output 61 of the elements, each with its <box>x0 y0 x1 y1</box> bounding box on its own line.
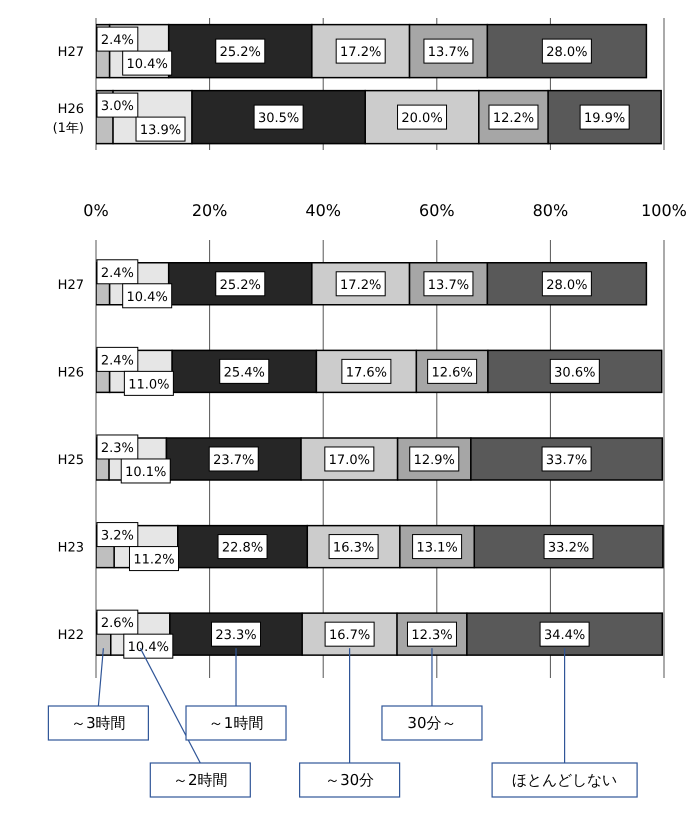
data-label: 30.6% <box>554 365 596 380</box>
data-label: 11.0% <box>128 377 170 392</box>
data-label: 16.3% <box>332 540 374 556</box>
data-label: 3.2% <box>100 528 134 544</box>
data-label: 17.0% <box>328 452 370 468</box>
data-label: 28.0% <box>546 278 588 293</box>
data-label: 25.4% <box>224 365 265 380</box>
y-tick-label: H27 <box>58 45 84 60</box>
data-label: 12.9% <box>414 452 455 468</box>
x-tick-label: 100% <box>641 201 686 220</box>
x-tick-label: 80% <box>532 201 568 220</box>
x-tick-label: 60% <box>419 201 455 220</box>
data-label: 2.3% <box>100 440 134 456</box>
data-label: 12.2% <box>492 111 534 126</box>
y-tick-label: H23 <box>58 540 84 556</box>
data-label: 34.4% <box>544 628 586 644</box>
data-label: 16.7% <box>328 628 370 644</box>
data-label: 3.0% <box>100 99 134 114</box>
data-label: 23.3% <box>215 628 257 644</box>
text: ～1時間 <box>208 714 264 732</box>
data-label: 2.6% <box>100 616 134 632</box>
data-label: 25.2% <box>220 278 261 293</box>
y-tick-label: H26 (1年) <box>52 102 84 136</box>
data-label: 23.7% <box>213 452 254 468</box>
data-label: 12.3% <box>411 628 453 644</box>
y-tick-label: H26 <box>58 365 84 380</box>
data-label: 13.7% <box>428 45 470 60</box>
data-label: 2.4% <box>100 353 134 368</box>
data-label: 13.7% <box>428 278 470 293</box>
data-label: 11.2% <box>133 552 175 568</box>
data-label: 28.0% <box>546 45 588 60</box>
text: 30分～ <box>407 714 457 732</box>
data-label: 12.6% <box>431 365 473 380</box>
data-label: 20.0% <box>401 111 443 126</box>
data-label: 13.9% <box>140 123 182 138</box>
x-tick-label: 20% <box>192 201 228 220</box>
data-label: 30.5% <box>258 111 300 126</box>
data-label: 33.2% <box>548 540 590 556</box>
data-label: 22.8% <box>222 540 264 556</box>
data-label: 33.7% <box>546 452 588 468</box>
y-tick-label: H25 <box>58 453 84 468</box>
data-label: 10.4% <box>128 640 169 656</box>
text: ほとんどしない <box>512 771 618 789</box>
data-label: 19.9% <box>584 111 626 126</box>
text: ～30分 <box>325 771 374 789</box>
text: ～2時間 <box>173 771 228 789</box>
data-label: 17.2% <box>340 45 382 60</box>
x-tick-label: 40% <box>305 201 341 220</box>
data-label: 25.2% <box>220 45 261 60</box>
data-label: 17.2% <box>340 278 382 293</box>
x-tick-label: 0% <box>83 201 109 220</box>
data-label: 13.1% <box>416 540 458 556</box>
data-label: 2.4% <box>100 33 134 48</box>
y-tick-label: H27 <box>58 278 84 293</box>
data-label: 17.6% <box>346 365 388 380</box>
data-label: 10.1% <box>125 464 166 480</box>
data-label: 10.4% <box>126 290 168 305</box>
y-tick-label: H22 <box>58 628 84 644</box>
text: ～3時間 <box>71 714 126 732</box>
data-label: 10.4% <box>126 57 168 72</box>
data-label: 2.4% <box>100 266 134 281</box>
